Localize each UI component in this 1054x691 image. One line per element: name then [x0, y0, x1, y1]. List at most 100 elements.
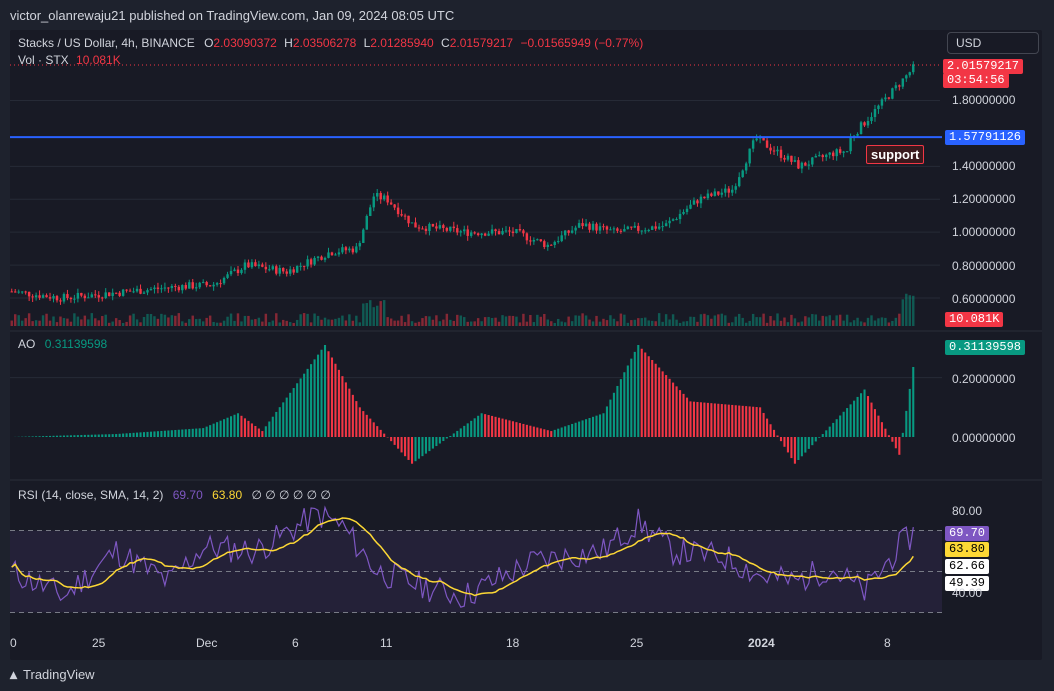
candle-body: [156, 287, 160, 289]
volume-bar: [45, 313, 48, 326]
volume-bar: [591, 321, 595, 326]
volume-bar: [438, 321, 442, 326]
candle-body: [494, 229, 497, 232]
price-tick-0-8: 0.80000000: [952, 259, 1016, 273]
candle-body: [706, 193, 710, 199]
candle-body: [463, 229, 466, 232]
volume-bar: [417, 321, 421, 326]
chart-canvas[interactable]: [10, 30, 1042, 660]
candle-body: [389, 202, 393, 205]
volume-bar: [146, 313, 149, 326]
volume-bar: [814, 314, 818, 326]
candle-body: [609, 229, 612, 231]
candle-body: [543, 241, 546, 247]
volume-bar: [414, 322, 417, 326]
volume-bar: [570, 321, 574, 326]
price-tick-1-2: 1.20000000: [952, 192, 1016, 206]
rsi-line: [11, 505, 914, 608]
volume-bar: [323, 317, 327, 326]
volume-bar: [400, 315, 403, 326]
candle-body: [522, 230, 525, 234]
candle-body: [814, 155, 818, 158]
candle-body: [442, 225, 445, 229]
candle-body: [891, 88, 894, 99]
volume-bar: [696, 321, 699, 326]
rsi-tag: 69.70: [945, 526, 990, 541]
candle-body: [403, 215, 407, 217]
candle-body: [306, 259, 309, 267]
currency-button[interactable]: USD: [947, 32, 1039, 54]
volume-bar: [769, 316, 772, 326]
candle-body: [595, 223, 598, 231]
volume-bar: [852, 320, 856, 326]
candle-body: [149, 289, 153, 291]
candle-body: [208, 285, 212, 287]
candle-body: [765, 140, 769, 148]
candle-body: [717, 191, 720, 195]
volume-bar: [55, 322, 59, 326]
volume-bar: [219, 322, 222, 326]
candle-body: [369, 207, 372, 216]
volume-bar: [525, 321, 529, 326]
ao-value: 0.31139598: [44, 337, 108, 351]
candle-body: [146, 290, 149, 293]
candle-body: [184, 285, 187, 289]
volume-bar: [887, 322, 891, 326]
candle-body: [362, 229, 365, 243]
volume-bar: [341, 315, 344, 326]
volume-bar: [97, 320, 100, 326]
ao-value-tag: 0.31139598: [945, 340, 1026, 355]
candle-body: [233, 269, 236, 271]
volume-bar: [776, 313, 779, 326]
candle-body: [198, 282, 201, 288]
volume-bar: [831, 320, 835, 326]
candle-body: [675, 219, 678, 221]
symbol-name[interactable]: Stacks / US Dollar, 4h, BINANCE: [18, 36, 195, 50]
volume-bar: [132, 313, 135, 326]
volume-bar: [20, 320, 24, 326]
candle-body: [121, 289, 125, 296]
volume-bar: [637, 318, 640, 326]
volume-bar: [17, 315, 20, 326]
candle-body: [438, 225, 442, 229]
volume-bar: [261, 321, 264, 326]
rsi-sma-value: 63.80: [212, 488, 243, 502]
candle-body: [863, 122, 866, 126]
candle-body: [114, 292, 118, 294]
candle-body: [379, 192, 382, 200]
time-label-8: 8: [884, 636, 891, 650]
volume-bar: [330, 319, 334, 326]
time-label-dec: Dec: [196, 636, 218, 650]
volume-bar: [494, 317, 497, 326]
volume-bar: [198, 318, 201, 326]
volume-bar: [114, 318, 118, 326]
candle-body: [657, 226, 661, 229]
volume-bar: [821, 315, 824, 326]
volume-bar: [407, 314, 410, 326]
candle-body: [456, 228, 459, 233]
candle-body: [661, 226, 664, 228]
volume-bar: [101, 316, 104, 326]
volume-bar: [783, 317, 786, 326]
candle-body: [250, 262, 254, 268]
volume-bar: [463, 317, 466, 326]
candle-body: [167, 287, 170, 289]
volume-bar: [66, 318, 69, 326]
rsi-sma-line: [11, 517, 914, 597]
o-label: O: [204, 36, 214, 50]
volume-bar: [149, 314, 153, 326]
l-value: 2.01285940: [370, 36, 434, 50]
candle-body: [55, 296, 59, 301]
volume-bar: [724, 315, 727, 326]
c-value: 2.01579217: [449, 36, 514, 50]
volume-bar: [396, 320, 400, 326]
publish-header: victor_olanrewaju21 published on Trading…: [10, 8, 455, 23]
candle-body: [588, 223, 591, 230]
candle-body: [414, 222, 417, 228]
volume-bar: [577, 315, 581, 326]
candle-body: [727, 188, 730, 193]
support-annotation[interactable]: support: [866, 145, 925, 164]
volume-bar: [153, 316, 156, 326]
candle-body: [299, 265, 302, 267]
